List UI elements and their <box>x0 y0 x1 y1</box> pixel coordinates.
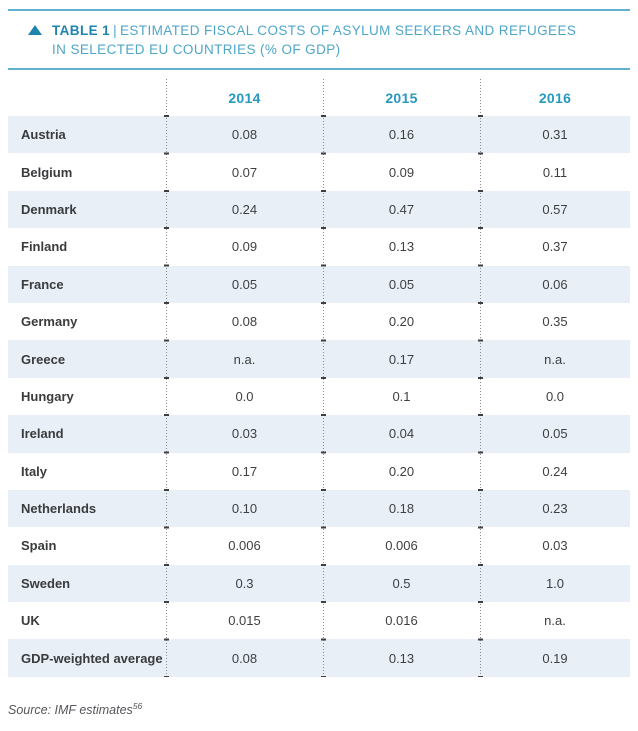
cell-value: 0.09 <box>388 164 415 180</box>
row-label: Hungary <box>21 388 74 404</box>
row-label: Greece <box>21 351 66 367</box>
cell-value: 0.08 <box>231 314 258 330</box>
table-row: Italy 0.17 0.20 0.24 <box>8 453 630 490</box>
cell-value: 0.05 <box>231 276 258 292</box>
cell-value: 0.57 <box>542 201 568 217</box>
table-row: Hungary 0.0 0.1 0.0 <box>8 378 630 415</box>
row-label: Belgium <box>21 164 73 180</box>
cell-value: 0.05 <box>542 426 568 442</box>
table-figure: TABLE 1 | ESTIMATED FISCAL COSTS OF ASYLUM… <box>0 9 638 731</box>
cell-value: 0.13 <box>388 650 415 666</box>
cell-value: 0.08 <box>231 650 258 666</box>
header-year-cell: 2014 <box>228 89 261 106</box>
caption-separator: | <box>113 23 117 38</box>
table-caption: TABLE 1 | ESTIMATED FISCAL COSTS OF ASYLUM… <box>8 9 630 70</box>
cell-value: 0.20 <box>388 463 415 479</box>
cell-value: 0.3 <box>235 575 254 591</box>
cell-value: 0.31 <box>542 127 568 143</box>
row-label: Ireland <box>21 426 64 442</box>
footnote-reference: 56 <box>132 700 143 711</box>
cell-value: 0.18 <box>388 501 415 517</box>
cell-value: 0.19 <box>542 650 568 666</box>
cell-value: 0.006 <box>385 538 418 554</box>
row-label: Denmark <box>21 201 77 217</box>
table-row: Sweden 0.3 0.5 1.0 <box>8 564 630 603</box>
table-row: Spain 0.006 0.006 0.03 <box>8 527 630 564</box>
table-header-row: 2014 2015 2016 <box>8 79 630 116</box>
cell-value: 0.07 <box>231 164 258 180</box>
cell-value: 0.13 <box>388 239 415 255</box>
table-row: Germany 0.08 0.20 0.35 <box>8 303 630 340</box>
cell-value: 0.23 <box>542 501 568 517</box>
cell-value: 0.0 <box>545 388 565 404</box>
cell-value: n.a. <box>544 351 566 367</box>
table-row: Netherlands 0.10 0.18 0.23 <box>8 489 630 528</box>
cell-value: 1.0 <box>545 575 565 591</box>
row-label: GDP-weighted average <box>21 650 163 666</box>
data-table: 2014 2015 2016 Austria 0.08 0.16 0.31 Belgium 0… <box>8 79 630 677</box>
cell-value: 0.24 <box>231 201 258 217</box>
cell-value: 0.006 <box>228 538 261 554</box>
table-row: Finland 0.09 0.13 0.37 <box>8 228 630 265</box>
row-label: Germany <box>21 314 78 330</box>
table-number-label: TABLE 1 <box>52 23 111 38</box>
table-body: Austria 0.08 0.16 0.31 Belgium 0.07 0.09 0.11 De… <box>8 116 630 677</box>
cell-value: 0.47 <box>388 201 415 217</box>
cell-value: 0.35 <box>542 314 568 330</box>
cell-value: 0.06 <box>542 276 568 292</box>
cell-value: 0.0 <box>235 388 254 404</box>
cell-value: n.a. <box>233 351 256 367</box>
caption-text: TABLE 1 | ESTIMATED FISCAL COSTS OF ASYLUM… <box>52 21 576 59</box>
cell-value: 0.016 <box>385 613 418 629</box>
cell-value: 0.37 <box>542 239 568 255</box>
header-year-cell: 2016 <box>538 89 572 106</box>
cell-value: 0.015 <box>228 613 261 629</box>
triangle-up-icon <box>28 25 42 35</box>
table-row: Ireland 0.03 0.04 0.05 <box>8 415 630 453</box>
caption-title-line1: ESTIMATED FISCAL COSTS OF ASYLUM SEEKERS… <box>119 23 577 38</box>
cell-value: 0.08 <box>231 127 258 143</box>
cell-value: 0.03 <box>231 426 258 442</box>
table-row: Austria 0.08 0.16 0.31 <box>8 116 630 154</box>
cell-value: n.a. <box>544 613 566 629</box>
table-row: Belgium 0.07 0.09 0.11 <box>8 153 630 190</box>
cell-value: 0.1 <box>392 388 411 404</box>
row-label: Sweden <box>21 575 71 591</box>
table-row: GDP-weighted average 0.08 0.13 0.19 <box>8 639 630 677</box>
row-label: France <box>21 276 64 292</box>
row-label: Finland <box>21 239 68 255</box>
source-note: Source: IMF estimates56 <box>8 701 630 717</box>
cell-value: 0.05 <box>388 276 415 292</box>
cell-value: 0.17 <box>388 351 415 367</box>
row-label: Netherlands <box>21 501 97 517</box>
caption-title-line2: IN SELECTED EU COUNTRIES (% OF GDP) <box>52 42 341 57</box>
cell-value: 0.09 <box>231 239 258 255</box>
cell-value: 0.03 <box>542 538 568 554</box>
cell-value: 0.17 <box>231 463 258 479</box>
cell-value: 0.10 <box>231 501 258 517</box>
cell-value: 0.04 <box>388 426 415 442</box>
table-row: Denmark 0.24 0.47 0.57 <box>8 190 630 229</box>
source-text: Source: IMF estimates <box>8 703 133 718</box>
cell-value: 0.5 <box>392 575 411 591</box>
cell-value: 0.20 <box>388 314 415 330</box>
row-label: Austria <box>21 127 66 143</box>
header-year-cell: 2015 <box>385 89 418 106</box>
cell-value: 0.24 <box>542 463 568 479</box>
row-label: UK <box>21 613 40 629</box>
table-row: Greece n.a. 0.17 n.a. <box>8 340 630 378</box>
cell-value: 0.11 <box>542 164 568 180</box>
row-label: Spain <box>21 538 57 554</box>
table-row: France 0.05 0.05 0.06 <box>8 265 630 303</box>
cell-value: 0.16 <box>388 127 415 143</box>
table-row: UK 0.015 0.016 n.a. <box>8 602 630 639</box>
row-label: Italy <box>21 463 48 479</box>
